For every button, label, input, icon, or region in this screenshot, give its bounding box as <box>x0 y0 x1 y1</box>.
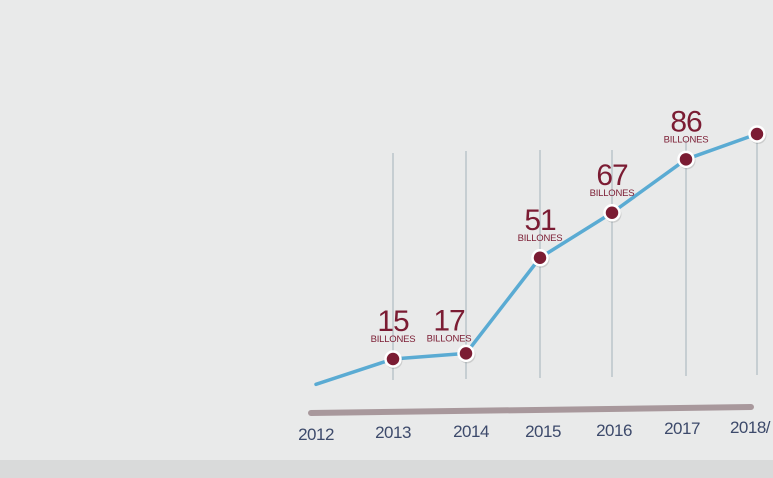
x-tick-labels: 2012 2013 2014 2015 2016 2017 2018/ <box>298 418 771 444</box>
x-tick-label: 2014 <box>453 422 489 441</box>
x-tick-label: 2015 <box>525 422 561 441</box>
data-points <box>384 125 767 369</box>
data-label-unit: BILLONES <box>427 333 472 344</box>
data-point-2015 <box>531 249 549 267</box>
data-label-value: 86 <box>670 105 702 138</box>
x-tick-label: 2013 <box>375 423 411 442</box>
x-tick-label: 2016 <box>596 421 632 440</box>
data-label-unit: BILLONES <box>371 334 416 345</box>
data-labels: 15BILLONES17BILLONES51BILLONES67BILLONES… <box>371 105 709 345</box>
data-point-2016 <box>603 204 621 222</box>
data-label-value: 51 <box>524 204 556 237</box>
bottom-strip <box>0 460 773 478</box>
data-point-2013 <box>384 350 402 368</box>
x-tick-label: 2018/ <box>730 418 771 437</box>
data-point-2014 <box>457 344 475 363</box>
x-tick-label: 2012 <box>298 425 334 444</box>
data-label-value: 17 <box>433 304 465 337</box>
data-label-unit: BILLONES <box>518 233 563 244</box>
data-label-unit: BILLONES <box>590 188 635 199</box>
data-label-unit: BILLONES <box>664 134 709 145</box>
data-point-2018 <box>748 125 766 143</box>
x-tick-label: 2017 <box>664 419 700 438</box>
data-label-value: 67 <box>596 159 628 192</box>
data-point-2017 <box>677 150 695 169</box>
x-axis-bar <box>308 404 754 416</box>
data-label-value: 15 <box>377 305 409 338</box>
chart-background <box>0 0 773 460</box>
